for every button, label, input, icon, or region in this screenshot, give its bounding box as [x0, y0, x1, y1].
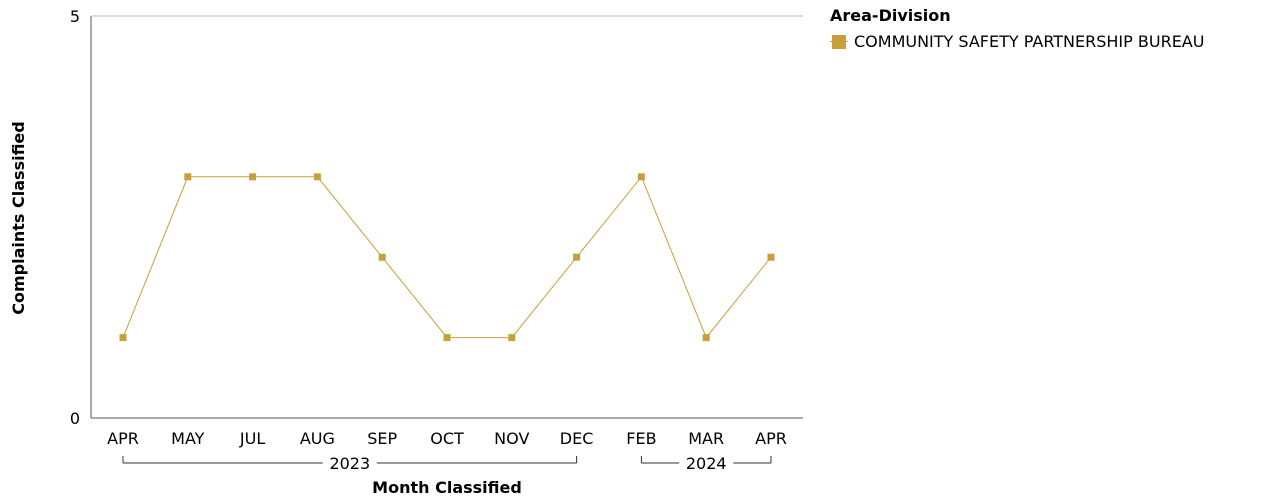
year-groups: 2023 2024	[122, 454, 772, 473]
year-group: 2023	[122, 454, 578, 473]
data-point	[249, 173, 257, 181]
x-tick-label: APR	[755, 429, 787, 448]
data-point	[378, 253, 386, 261]
data-point	[573, 253, 581, 261]
x-tick-label: MAY	[171, 429, 205, 448]
x-tick-label: NOV	[494, 429, 529, 448]
legend-label: COMMUNITY SAFETY PARTNERSHIP BUREAU	[854, 32, 1205, 51]
y-tick-label: 0	[70, 409, 80, 428]
x-axis-title: Month Classified	[372, 478, 522, 497]
axes	[90, 15, 803, 419]
data-point	[184, 173, 192, 181]
x-tick-label: MAR	[688, 429, 724, 448]
legend-entry[interactable]: COMMUNITY SAFETY PARTNERSHIP BUREAU	[830, 32, 1204, 51]
x-tick-label: FEB	[626, 429, 656, 448]
x-tick-label: JUL	[239, 429, 265, 448]
data-point	[119, 334, 127, 342]
group-label: 2024	[686, 454, 727, 473]
data-point	[637, 173, 645, 181]
y-tick-label: 5	[70, 7, 80, 26]
group-label: 2023	[329, 454, 370, 473]
x-tick-label: AUG	[300, 429, 335, 448]
data-point	[702, 334, 710, 342]
series	[119, 173, 775, 342]
year-group: 2024	[640, 454, 772, 473]
data-point	[767, 253, 775, 261]
x-tick-label: OCT	[430, 429, 464, 448]
y-axis-title: Complaints Classified	[9, 121, 28, 314]
legend-title: Area-Division	[830, 6, 951, 25]
x-tick-label: APR	[107, 429, 139, 448]
legend-marker-icon	[830, 34, 848, 49]
ticks: 0 5 APR MAY JUL AUG SEP OCT NOV DEC FEB MAR APR	[70, 7, 787, 448]
data-point	[313, 173, 321, 181]
x-tick-label: DEC	[560, 429, 594, 448]
series-line	[122, 175, 772, 339]
legend: Area-Division COMMUNITY SAFETY PARTNERSH…	[830, 6, 1204, 51]
data-point	[443, 334, 451, 342]
data-point	[508, 334, 516, 342]
x-tick-label: SEP	[367, 429, 397, 448]
